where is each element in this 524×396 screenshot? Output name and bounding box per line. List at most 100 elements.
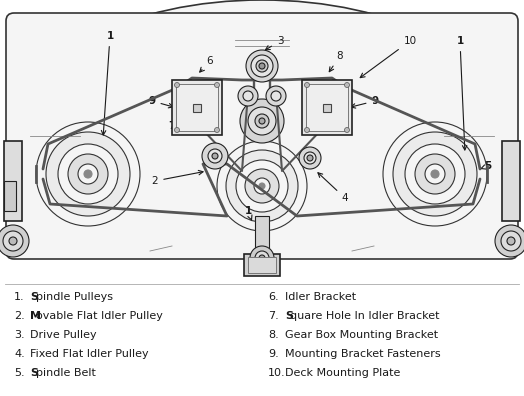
Text: 2.: 2. [14, 311, 25, 321]
Text: 3.: 3. [14, 330, 25, 340]
Ellipse shape [19, 0, 505, 256]
Text: S: S [30, 368, 38, 378]
Circle shape [304, 128, 310, 133]
Circle shape [46, 132, 130, 216]
Circle shape [344, 128, 350, 133]
Circle shape [214, 128, 220, 133]
Circle shape [36, 122, 140, 226]
Text: 5: 5 [481, 161, 492, 171]
Circle shape [248, 107, 276, 135]
Circle shape [255, 251, 269, 265]
Circle shape [212, 153, 218, 159]
Circle shape [208, 149, 222, 163]
Bar [176, 84, 218, 131]
Circle shape [255, 114, 269, 128]
Bar [306, 84, 348, 131]
Text: 3: 3 [266, 36, 283, 50]
Circle shape [425, 164, 445, 184]
Text: Drive Pulley: Drive Pulley [30, 330, 96, 340]
Circle shape [78, 164, 98, 184]
Circle shape [501, 231, 521, 251]
Circle shape [245, 169, 279, 203]
Circle shape [217, 141, 307, 231]
Text: 4: 4 [318, 173, 348, 203]
Circle shape [307, 155, 313, 161]
Bar [323, 104, 331, 112]
Circle shape [68, 154, 108, 194]
Bar [248, 257, 276, 273]
Text: 9: 9 [148, 96, 173, 108]
Circle shape [304, 152, 316, 164]
Text: Idler Bracket: Idler Bracket [285, 292, 356, 302]
Text: 7: 7 [168, 110, 194, 131]
Text: 1.: 1. [14, 292, 25, 302]
Text: M: M [30, 311, 41, 321]
Text: pindle Belt: pindle Belt [36, 368, 95, 378]
Text: 4.: 4. [14, 349, 25, 359]
Text: 6: 6 [200, 56, 213, 72]
Circle shape [254, 178, 270, 194]
Circle shape [226, 150, 298, 222]
Circle shape [266, 86, 286, 106]
Circle shape [507, 237, 515, 245]
Text: 1: 1 [244, 206, 252, 220]
Circle shape [415, 154, 455, 194]
Text: 1: 1 [101, 31, 114, 135]
Circle shape [238, 86, 258, 106]
Text: Gear Box Mounting Bracket: Gear Box Mounting Bracket [285, 330, 438, 340]
Circle shape [243, 91, 253, 101]
Circle shape [304, 82, 310, 88]
Circle shape [383, 122, 487, 226]
Bar [4, 181, 16, 211]
Text: pindle Pulleys: pindle Pulleys [36, 292, 113, 302]
Circle shape [251, 55, 273, 77]
Circle shape [236, 160, 288, 212]
Circle shape [240, 99, 284, 143]
Bar [172, 80, 222, 135]
Text: 8.: 8. [268, 330, 279, 340]
Text: 9: 9 [351, 96, 378, 108]
Circle shape [299, 147, 321, 169]
Text: S: S [30, 292, 38, 302]
Circle shape [405, 144, 465, 204]
Circle shape [174, 128, 180, 133]
Circle shape [393, 132, 477, 216]
Text: 10: 10 [360, 36, 417, 78]
Circle shape [174, 82, 180, 88]
Circle shape [84, 170, 92, 178]
Circle shape [256, 60, 268, 72]
Circle shape [259, 183, 265, 189]
Bar [193, 104, 201, 112]
Text: 2: 2 [151, 170, 203, 186]
Circle shape [58, 144, 118, 204]
Circle shape [431, 170, 439, 178]
Bar [255, 216, 269, 266]
FancyBboxPatch shape [6, 13, 518, 259]
Circle shape [259, 118, 265, 124]
Text: quare Hole In Idler Bracket: quare Hole In Idler Bracket [290, 311, 440, 321]
Text: Fixed Flat Idler Pulley: Fixed Flat Idler Pulley [30, 349, 149, 359]
Circle shape [0, 225, 29, 257]
Bar [4, 141, 22, 221]
Circle shape [9, 237, 17, 245]
Text: 7.: 7. [268, 311, 279, 321]
Circle shape [202, 143, 228, 169]
Text: 8: 8 [329, 51, 343, 72]
Text: S: S [285, 311, 293, 321]
Circle shape [250, 246, 274, 270]
Circle shape [3, 231, 23, 251]
Text: 10.: 10. [268, 368, 286, 378]
Circle shape [271, 91, 281, 101]
Circle shape [259, 255, 265, 261]
Circle shape [214, 82, 220, 88]
Circle shape [259, 63, 265, 69]
Circle shape [246, 50, 278, 82]
Text: ovable Flat Idler Pulley: ovable Flat Idler Pulley [36, 311, 162, 321]
Text: 1: 1 [456, 36, 467, 150]
Circle shape [344, 82, 350, 88]
Text: 9.: 9. [268, 349, 279, 359]
Circle shape [495, 225, 524, 257]
Text: 6.: 6. [268, 292, 279, 302]
Bar [502, 141, 520, 221]
Text: 5.: 5. [14, 368, 25, 378]
